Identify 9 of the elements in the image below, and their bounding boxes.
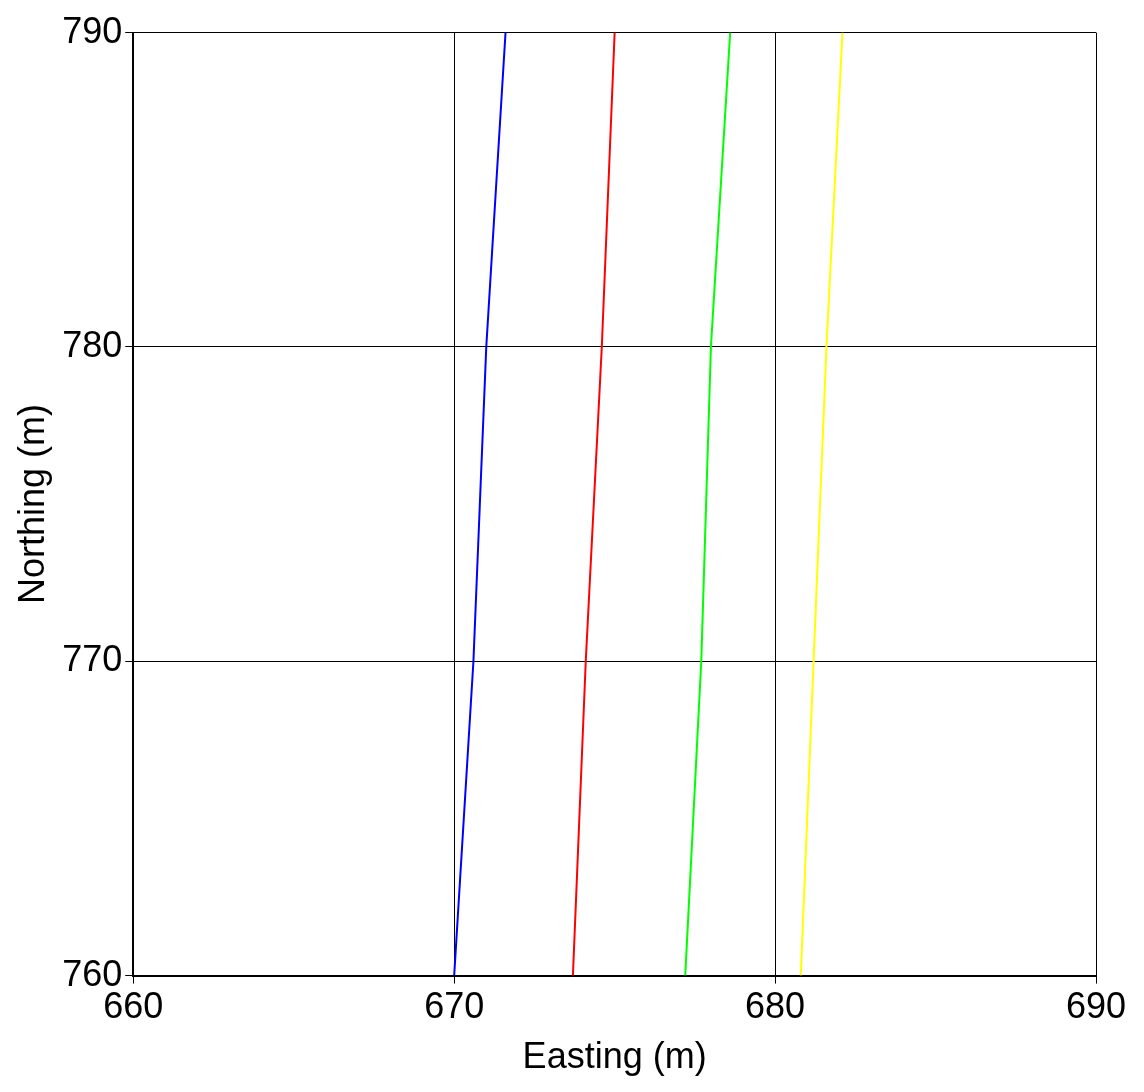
- y-tick-label: 770: [62, 638, 123, 680]
- y-tick-label: 780: [62, 323, 123, 365]
- y-axis-title: Northing (m): [10, 404, 52, 605]
- x-tick-label: 690: [1065, 985, 1127, 1027]
- x-tick-label: 660: [103, 985, 164, 1027]
- y-tick-label: 790: [62, 9, 123, 51]
- x-tick-label: 680: [745, 985, 806, 1027]
- x-tick-label: 670: [424, 985, 485, 1027]
- x-axis-title: Easting (m): [522, 1035, 707, 1077]
